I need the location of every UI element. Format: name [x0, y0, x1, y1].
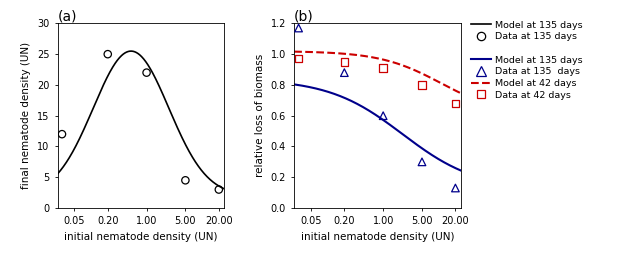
- Point: [294, 26, 304, 30]
- Point: [417, 160, 427, 164]
- Point: [451, 101, 461, 106]
- Point: [57, 132, 67, 136]
- Point: [339, 60, 349, 64]
- Point: [378, 114, 388, 118]
- Text: (b): (b): [294, 10, 314, 24]
- Point: [102, 52, 113, 56]
- X-axis label: initial nematode density (UN): initial nematode density (UN): [64, 232, 218, 242]
- X-axis label: initial nematode density (UN): initial nematode density (UN): [301, 232, 454, 242]
- Legend: Model at 135 days, Data at 135 days, , Model at 135 days, Data at 135  days, Mod: Model at 135 days, Data at 135 days, , M…: [470, 21, 582, 100]
- Point: [417, 83, 427, 87]
- Point: [214, 187, 224, 192]
- Y-axis label: final nematode density (UN): final nematode density (UN): [21, 42, 31, 189]
- Point: [180, 178, 191, 183]
- Y-axis label: relative loss of biomass: relative loss of biomass: [255, 54, 265, 177]
- Point: [451, 186, 461, 190]
- Point: [378, 66, 388, 70]
- Point: [141, 70, 152, 75]
- Point: [339, 70, 349, 75]
- Text: (a): (a): [58, 10, 77, 24]
- Point: [294, 57, 304, 61]
